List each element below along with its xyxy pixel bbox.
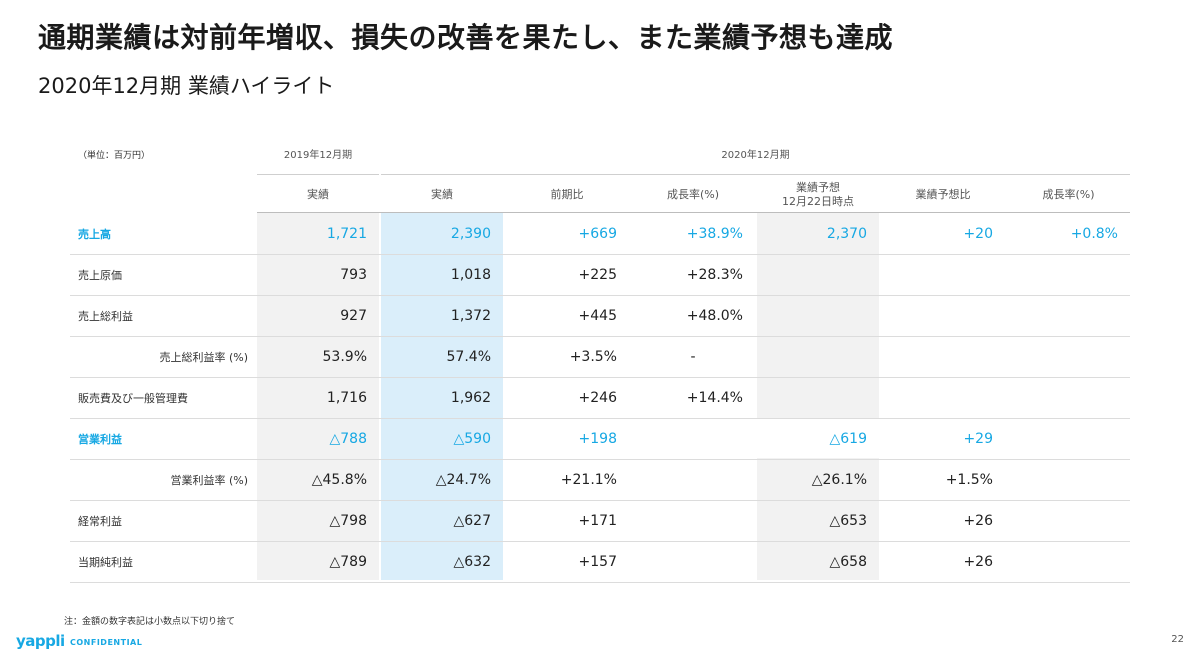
table-row-ordinary-income: 経常利益 △798 △627 +171 △653 +26: [70, 501, 1130, 542]
cell-yoy: +445: [578, 308, 617, 324]
row-label: 当期純利益: [78, 556, 133, 569]
cell-forecast: △653: [829, 513, 868, 529]
cell-forecast-growth: +0.8%: [1070, 226, 1118, 242]
cell-2020: △627: [453, 513, 492, 529]
table-row-operating-income: 営業利益 △788 △590 +198 △619 +29: [70, 419, 1130, 460]
cell-2019: 53.9%: [322, 349, 367, 365]
cell-vs-forecast: +20: [963, 226, 993, 242]
cell-2020: △590: [453, 431, 492, 447]
cell-2019: 1,721: [326, 226, 367, 242]
cell-growth: -: [690, 349, 696, 365]
table-row-cogs: 売上原価 793 1,018 +225 +28.3%: [70, 255, 1130, 296]
cell-2019: 793: [340, 267, 367, 283]
cell-2019: △788: [329, 431, 368, 447]
cell-forecast: △26.1%: [811, 472, 867, 488]
table-row-operating-margin: 営業利益率 (%) △45.8% △24.7% +21.1% △26.1% +1…: [70, 460, 1130, 501]
table-row-gross-margin: 売上総利益率 (%) 53.9% 57.4% +3.5% -: [70, 337, 1130, 378]
cell-2020: △24.7%: [435, 472, 491, 488]
cell-growth: +38.9%: [686, 226, 743, 242]
header-divider: [257, 212, 1130, 213]
cell-2019: 927: [340, 308, 367, 324]
cell-forecast: △619: [829, 431, 868, 447]
cell-vs-forecast: +1.5%: [945, 472, 993, 488]
column-bg-2019: [257, 213, 379, 580]
cell-forecast: △658: [829, 554, 868, 570]
cell-vs-forecast: +29: [963, 431, 993, 447]
cell-yoy: +3.5%: [569, 349, 617, 365]
row-label: 売上総利益: [78, 310, 133, 323]
cell-2020: 1,018: [450, 267, 491, 283]
cell-2019: △45.8%: [311, 472, 367, 488]
table-row-revenue: 売上高 1,721 2,390 +669 +38.9% 2,370 +20 +0…: [70, 214, 1130, 255]
row-label: 営業利益: [78, 433, 122, 446]
row-label: 売上総利益率 (%): [159, 351, 248, 364]
row-label: 営業利益率 (%): [170, 474, 248, 487]
period-divider-2019: [257, 174, 379, 175]
table-row-net-income: 当期純利益 △789 △632 +157 △658 +26: [70, 542, 1130, 583]
row-label: 売上原価: [78, 269, 122, 282]
header-2019-actual: 実績: [307, 187, 329, 201]
column-bg-forecast: [757, 213, 879, 418]
header-yoy: 前期比: [550, 187, 584, 201]
cell-yoy: +246: [578, 390, 617, 406]
header-growth: 成長率(%): [666, 187, 720, 201]
cell-growth: +14.4%: [686, 390, 743, 406]
footnote: 注：金額の数字表記は小数点以下切り捨て: [64, 617, 236, 627]
cell-2019: 1,716: [326, 390, 367, 406]
table-row-gross-profit: 売上総利益 927 1,372 +445 +48.0%: [70, 296, 1130, 337]
cell-2019: △789: [329, 554, 368, 570]
column-bg-forecast-lower: [757, 458, 879, 580]
cell-yoy: +225: [578, 267, 617, 283]
cell-yoy: +198: [578, 431, 617, 447]
period-divider-2020: [381, 174, 1130, 175]
header-vs-forecast: 業績予想比: [915, 187, 971, 201]
table-row-sga: 販売費及び一般管理費 1,716 1,962 +246 +14.4%: [70, 378, 1130, 419]
page-number: 22: [1171, 634, 1184, 645]
header-forecast-growth: 成長率(%): [1042, 187, 1095, 201]
unit-label: （単位：百万円）: [78, 151, 151, 161]
header-forecast-line1: 業績予想: [796, 180, 840, 194]
cell-yoy: +21.1%: [560, 472, 617, 488]
page-subtitle: 2020年12月期 業績ハイライト: [38, 74, 335, 98]
column-bg-2020: [381, 213, 503, 580]
header-forecast-line2: 12月22日時点: [782, 194, 854, 208]
row-label: 販売費及び一般管理費: [78, 392, 188, 405]
cell-forecast: 2,370: [826, 226, 867, 242]
confidential-label: CONFIDENTIAL: [70, 638, 143, 647]
cell-2020: △632: [453, 554, 492, 570]
cell-yoy: +157: [578, 554, 617, 570]
period-2020: 2020年12月期: [721, 150, 790, 161]
period-2019: 2019年12月期: [283, 150, 353, 161]
cell-2020: 57.4%: [446, 349, 491, 365]
cell-yoy: +669: [578, 226, 617, 242]
row-label: 売上高: [78, 228, 111, 241]
cell-growth: +48.0%: [686, 308, 743, 324]
cell-vs-forecast: +26: [963, 513, 993, 529]
cell-growth: +28.3%: [686, 267, 743, 283]
header-2020-actual: 実績: [431, 187, 453, 201]
header-forecast: 業績予想 12月22日時点: [757, 176, 879, 213]
row-label: 経常利益: [78, 515, 122, 528]
cell-2020: 2,390: [450, 226, 491, 242]
cell-vs-forecast: +26: [963, 554, 993, 570]
yappli-logo: yappli: [16, 632, 65, 650]
page-title: 通期業績は対前年増収、損失の改善を果たし、また業績予想も達成: [38, 21, 894, 54]
cell-yoy: +171: [578, 513, 617, 529]
cell-2019: △798: [329, 513, 368, 529]
cell-2020: 1,372: [450, 308, 491, 324]
cell-2020: 1,962: [450, 390, 491, 406]
